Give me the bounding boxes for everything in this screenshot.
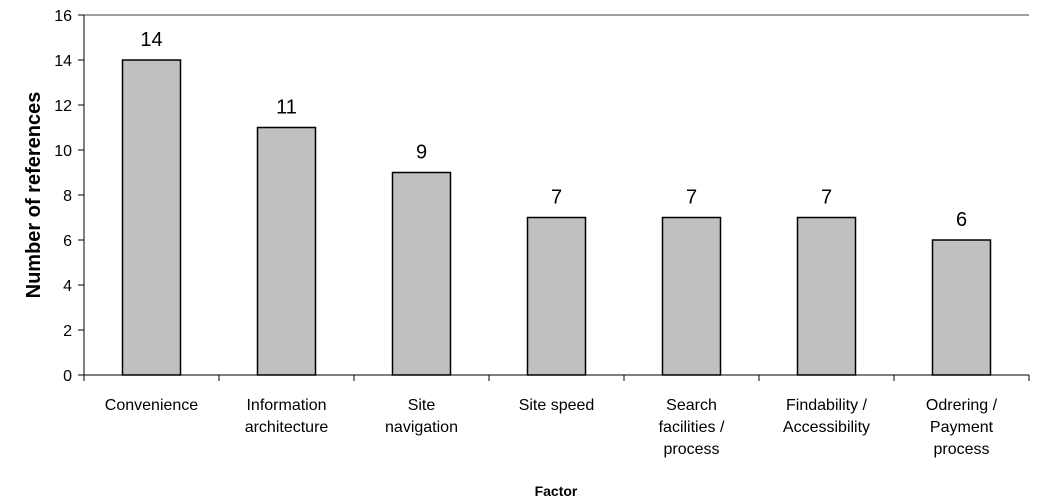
bar: [121, 59, 182, 376]
bar: [796, 216, 857, 376]
y-tick-label: 2: [63, 323, 72, 340]
value-label: 7: [551, 187, 562, 209]
y-tick-label: 8: [63, 188, 72, 205]
value-label: 11: [276, 97, 297, 119]
y-axis-title: Number of references: [23, 92, 45, 299]
x-axis-title: Factor: [535, 483, 578, 499]
bar: [526, 216, 587, 376]
value-label: 6: [956, 209, 967, 231]
value-label: 9: [416, 142, 427, 164]
value-label: 7: [821, 187, 832, 209]
value-label: 14: [140, 29, 162, 51]
x-tick-label: Site speed: [519, 397, 595, 414]
bar: [661, 216, 722, 376]
x-tick-label: Information architecture: [245, 397, 329, 436]
y-tick-label: 14: [54, 53, 72, 70]
value-label: 7: [686, 187, 697, 209]
x-tick-label: Convenience: [105, 397, 199, 414]
y-tick-label: 12: [54, 98, 72, 115]
y-tick-label: 10: [54, 143, 72, 160]
x-tick-label: Findability / Accessibility: [783, 397, 870, 436]
y-tick-label: 0: [63, 368, 72, 385]
y-tick-label: 4: [63, 278, 72, 295]
bar: [256, 126, 317, 376]
x-tick-label: Search facilities / process: [659, 397, 725, 458]
bar: [931, 239, 992, 376]
y-tick-label: 6: [63, 233, 72, 250]
x-tick-label: Site navigation: [385, 397, 458, 436]
x-tick-label: Odrering / Payment process: [926, 397, 998, 458]
bar: [391, 171, 452, 376]
y-tick-label: 16: [54, 8, 72, 25]
